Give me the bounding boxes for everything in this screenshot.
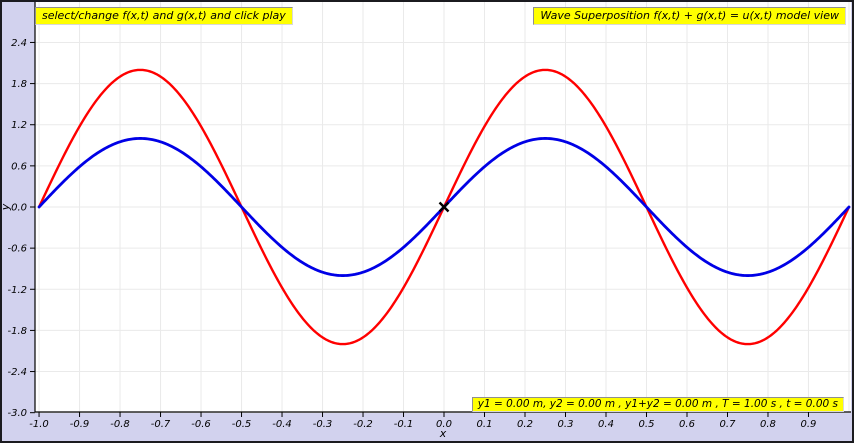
x-tick-label: 0.0 [436, 419, 452, 430]
marker-x-stroke [438, 201, 450, 213]
model-title-label: Wave Superposition f(x,t) + g(x,t) = u(x… [533, 7, 846, 25]
x-tick-label: 0.2 [517, 419, 533, 430]
y-tick-label: -1.8 [7, 326, 27, 337]
x-tick-label: -0.5 [232, 419, 252, 430]
y-tick-label: -0.6 [7, 244, 27, 255]
x-axis-title: x [439, 427, 447, 440]
instruction-label: select/change f(x,t) and g(x,t) and clic… [35, 7, 293, 25]
y-tick-label: 1.8 [11, 79, 27, 90]
x-tick-label: 0.4 [598, 419, 614, 430]
x-tick-label: -0.8 [110, 419, 130, 430]
x-tick-label: 0.1 [477, 419, 493, 430]
x-tick-label: 0.6 [679, 419, 695, 430]
x-tick-label: 0.3 [558, 419, 574, 430]
x-tick-label: -1.0 [29, 419, 49, 430]
y-tick-label: -3.0 [7, 408, 27, 419]
y-tick-label: -1.2 [7, 285, 27, 296]
y-tick-label: 0.0 [11, 203, 27, 214]
y-tick-label: 2.4 [11, 38, 27, 49]
y-tick-label: 1.2 [11, 120, 27, 131]
x-tick-label: -0.2 [353, 419, 373, 430]
y-axis-title: y [0, 203, 12, 211]
x-tick-label: -0.7 [151, 419, 171, 430]
y-tick-label: -2.4 [7, 367, 27, 378]
y-tick-label: 0.6 [11, 161, 27, 172]
origin-drag-marker[interactable] [438, 201, 450, 213]
x-tick-label: -0.4 [272, 419, 292, 430]
x-tick-label: 0.8 [760, 419, 776, 430]
status-readout-label: y1 = 0.00 m, y2 = 0.00 m , y1+y2 = 0.00 … [471, 397, 844, 412]
x-tick-label: 0.7 [720, 419, 737, 430]
x-tick-label: -0.6 [191, 419, 211, 430]
x-tick-label: -0.9 [70, 419, 90, 430]
x-tick-label: -0.1 [394, 419, 414, 430]
x-tick-label: 0.5 [639, 419, 655, 430]
x-tick-label: 0.9 [801, 419, 817, 430]
x-tick-label: -0.3 [313, 419, 333, 430]
